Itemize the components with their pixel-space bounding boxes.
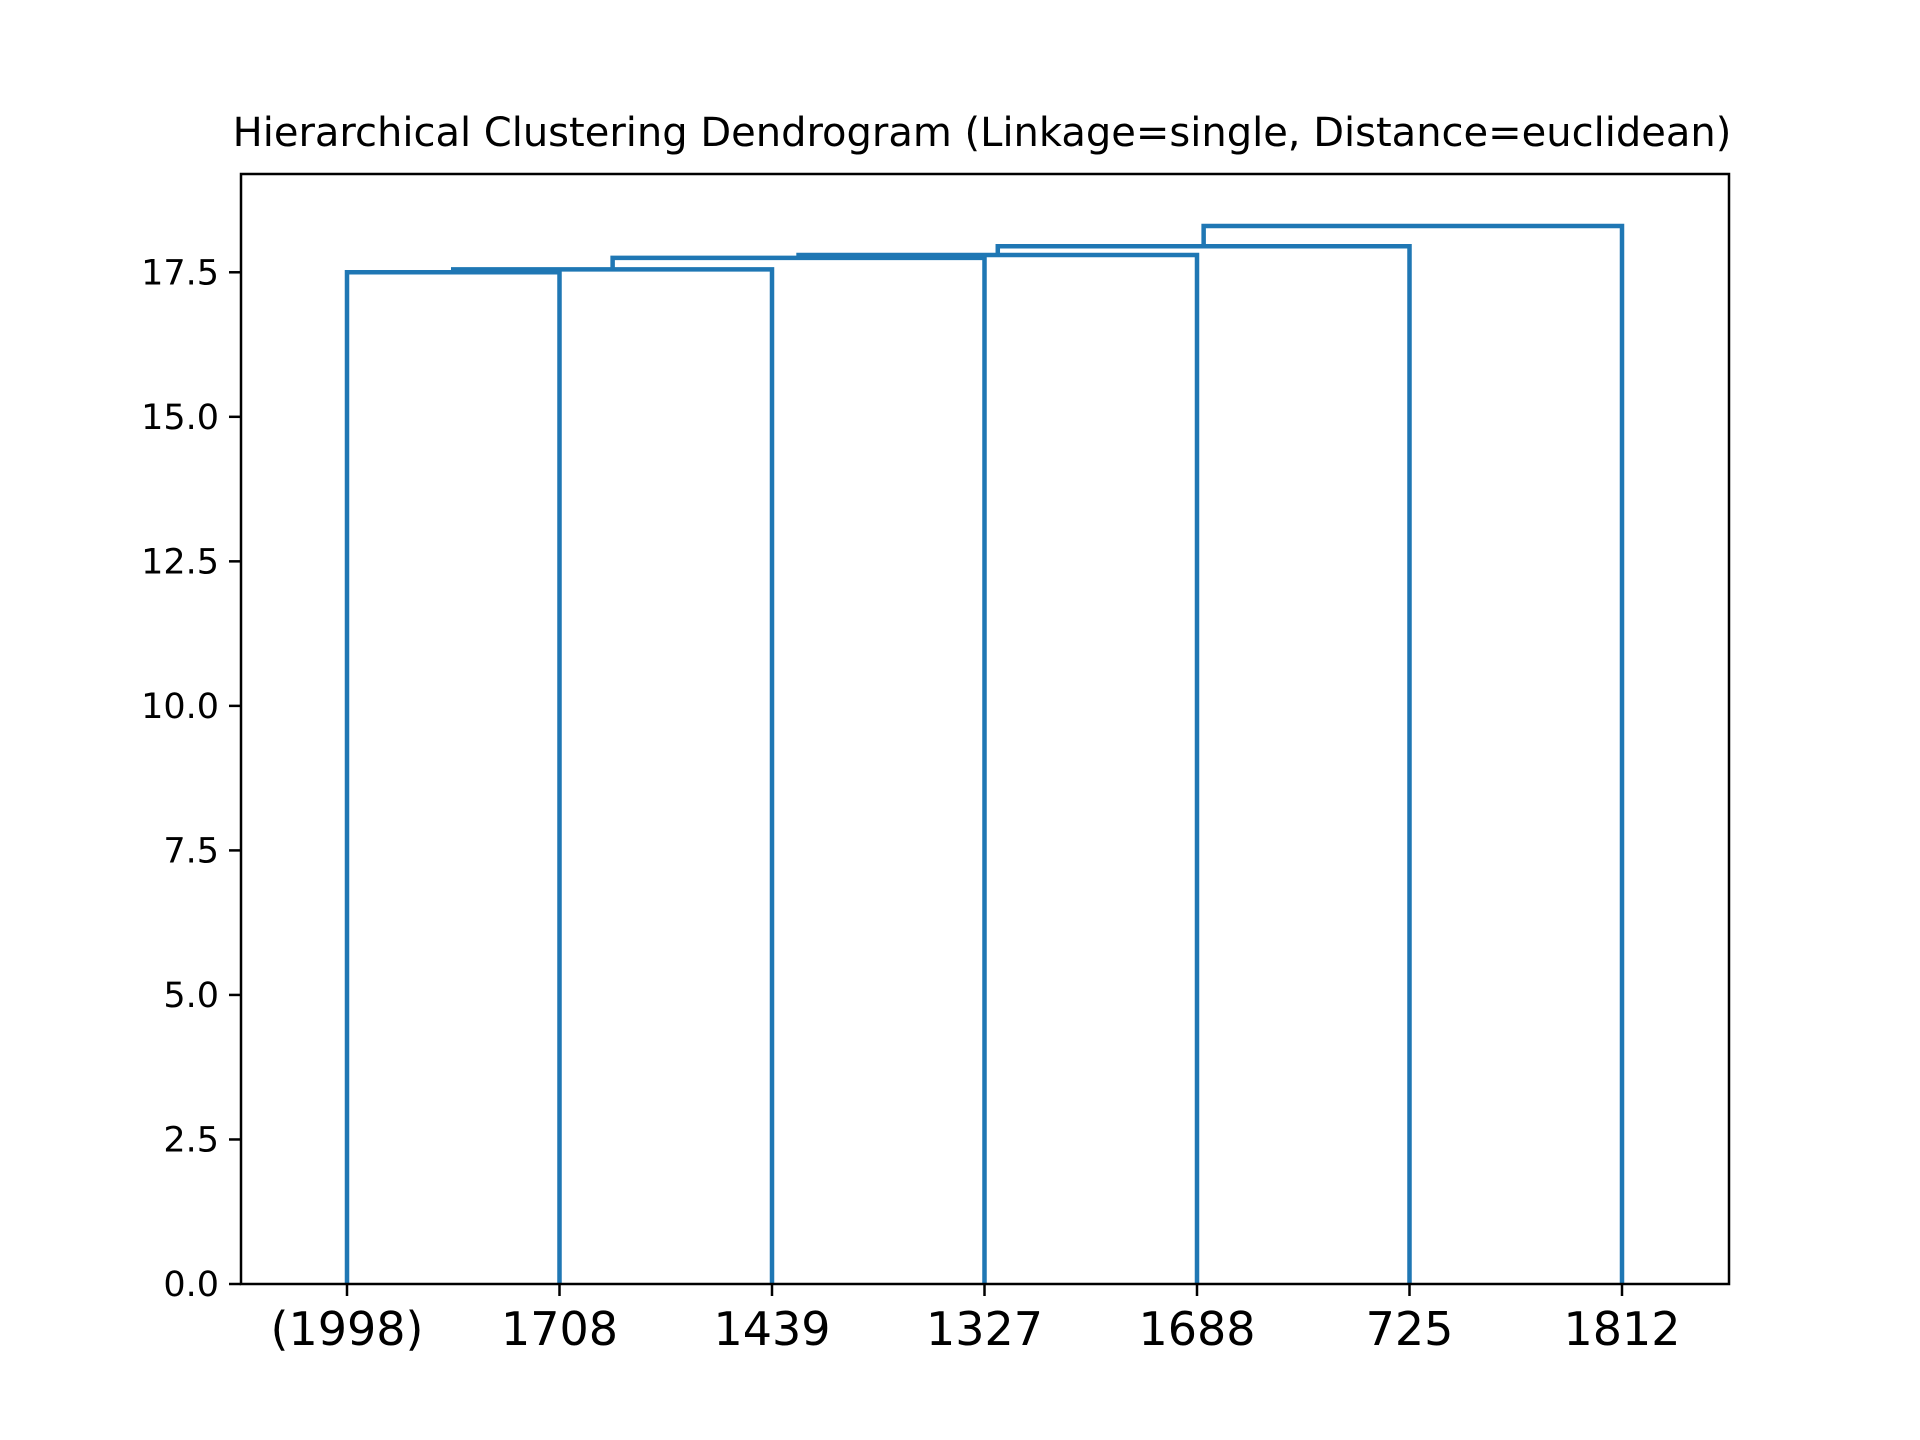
dendrogram-link-1 [344,270,562,1284]
y-tick-label: 5.0 [163,976,219,1016]
dendrogram-link-2 [451,267,775,1284]
x-leaf-label: 725 [1366,1302,1454,1356]
x-axis: (1998) 1708 1439 1327 1688 725 1812 [271,1284,1681,1356]
y-tick-label: 10.0 [141,687,219,727]
x-leaf-label: 1439 [713,1302,830,1356]
y-tick-label: 12.5 [141,542,219,582]
x-leaf-label: 1812 [1563,1302,1680,1356]
chart-title: Hierarchical Clustering Dendrogram (Link… [233,110,1732,156]
x-leaf-label: 1688 [1138,1302,1255,1356]
dendrogram-links [344,223,1625,1284]
x-leaf-label: 1708 [501,1302,618,1356]
dendrogram-link-4 [796,252,1200,1284]
y-tick-label: 15.0 [141,398,219,438]
x-leaf-label: (1998) [271,1302,424,1356]
x-leaf-label: 1327 [926,1302,1043,1356]
y-tick-label: 2.5 [163,1120,219,1160]
y-tick-label: 0.0 [163,1265,219,1305]
y-axis: 0.0 2.5 5.0 7.5 10.0 12.5 15.0 17.5 [141,253,241,1305]
dendrogram-link-3 [610,255,987,1284]
y-tick-label: 7.5 [163,831,219,871]
dendrogram-link-6 [1201,223,1625,1284]
dendrogram-link-5 [995,244,1412,1284]
y-tick-label: 17.5 [141,253,219,293]
